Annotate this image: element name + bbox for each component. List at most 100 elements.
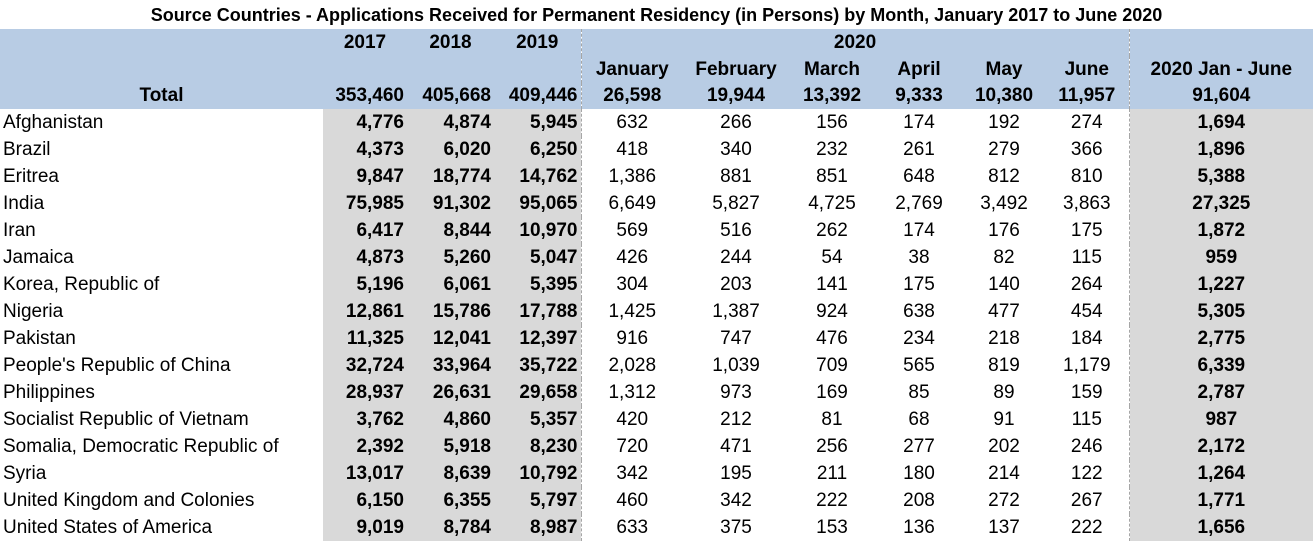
header-empty-cell xyxy=(323,56,407,83)
month-value: 115 xyxy=(1045,244,1130,271)
year-value: 4,874 xyxy=(407,109,494,136)
country-name: United Kingdom and Colonies xyxy=(3,489,255,511)
year-value: 6,061 xyxy=(407,271,494,298)
year-value: 5,260 xyxy=(407,244,494,271)
header-empty-cell xyxy=(407,56,494,83)
header-ytd-empty xyxy=(1128,29,1313,56)
country-name: Somalia, Democratic Republic of xyxy=(3,435,279,457)
total-2018: 405,668 xyxy=(407,83,494,109)
header-year-2018: 2018 xyxy=(407,29,494,56)
country-name: Korea, Republic of xyxy=(3,273,160,295)
country-name: Iran xyxy=(3,219,36,241)
month-value: 881 xyxy=(683,163,789,190)
month-value: 212 xyxy=(683,406,789,433)
year-value: 14,762 xyxy=(494,163,582,190)
header-month-january: January xyxy=(580,56,683,83)
month-value: 136 xyxy=(875,514,963,541)
month-value: 418 xyxy=(581,136,683,163)
month-value: 222 xyxy=(1045,514,1130,541)
month-value: 5,827 xyxy=(683,190,789,217)
year-value: 75,985 xyxy=(323,190,407,217)
year-value: 4,860 xyxy=(407,406,494,433)
year-value: 6,355 xyxy=(407,487,494,514)
country-name: Jamaica xyxy=(3,246,74,268)
month-value: 2,769 xyxy=(875,190,963,217)
table-row: United Kingdom and Colonies 6,150 6,355 5,7… xyxy=(0,487,1313,514)
total-february: 19,944 xyxy=(683,83,789,109)
month-value: 89 xyxy=(963,379,1045,406)
table-row: Syria 13,017 8,639 10,792 342 195 211 180 214 122… xyxy=(0,460,1313,487)
year-value: 10,792 xyxy=(494,460,582,487)
month-value: 277 xyxy=(875,433,963,460)
month-value: 2,028 xyxy=(581,352,683,379)
year-value: 8,230 xyxy=(494,433,582,460)
year-value: 33,964 xyxy=(407,352,494,379)
month-value: 266 xyxy=(683,109,789,136)
month-value: 261 xyxy=(875,136,963,163)
ytd-value: 2,787 xyxy=(1128,379,1313,406)
header-empty-cell xyxy=(0,29,323,56)
month-value: 159 xyxy=(1045,379,1130,406)
month-value: 174 xyxy=(875,109,963,136)
header-month-may: May xyxy=(963,56,1045,83)
table-row: India 75,985 91,302 95,065 6,649 5,827 4,725 2,… xyxy=(0,190,1313,217)
total-april: 9,333 xyxy=(875,83,963,109)
month-value: 264 xyxy=(1045,271,1130,298)
ytd-value: 2,775 xyxy=(1128,325,1313,352)
ytd-value: 1,694 xyxy=(1128,109,1313,136)
month-value: 262 xyxy=(789,217,875,244)
month-value: 256 xyxy=(789,433,875,460)
total-june: 11,957 xyxy=(1045,83,1130,109)
year-value: 5,047 xyxy=(494,244,582,271)
month-value: 208 xyxy=(875,487,963,514)
ytd-value: 1,656 xyxy=(1128,514,1313,541)
month-value: 426 xyxy=(581,244,683,271)
table-row: Afghanistan 4,776 4,874 5,945 632 266 156 174 19… xyxy=(0,109,1313,136)
header-month-june: June xyxy=(1045,56,1130,83)
month-value: 279 xyxy=(963,136,1045,163)
month-value: 366 xyxy=(1045,136,1130,163)
month-value: 3,863 xyxy=(1045,190,1130,217)
header-row-months: January February March April May June 20… xyxy=(0,56,1313,83)
year-value: 5,797 xyxy=(494,487,582,514)
ytd-value: 5,388 xyxy=(1128,163,1313,190)
year-value: 4,873 xyxy=(323,244,407,271)
month-value: 916 xyxy=(581,325,683,352)
month-value: 222 xyxy=(789,487,875,514)
year-value: 35,722 xyxy=(494,352,582,379)
month-value: 648 xyxy=(875,163,963,190)
total-january: 26,598 xyxy=(580,83,683,109)
data-table: 2017 2018 2019 2020 January February Mar… xyxy=(0,29,1313,541)
year-value: 8,987 xyxy=(494,514,582,541)
country-name: Philippines xyxy=(3,381,95,403)
total-may: 10,380 xyxy=(963,83,1045,109)
month-value: 175 xyxy=(1045,217,1130,244)
total-ytd: 91,604 xyxy=(1128,83,1313,109)
month-value: 3,492 xyxy=(963,190,1045,217)
month-value: 122 xyxy=(1045,460,1130,487)
month-value: 1,179 xyxy=(1045,352,1130,379)
month-value: 812 xyxy=(963,163,1045,190)
header-month-february: February xyxy=(683,56,789,83)
month-value: 85 xyxy=(875,379,963,406)
year-value: 4,373 xyxy=(323,136,407,163)
month-value: 6,649 xyxy=(581,190,683,217)
month-value: 342 xyxy=(581,460,683,487)
year-value: 15,786 xyxy=(407,298,494,325)
country-name: Nigeria xyxy=(3,300,64,322)
total-label: Total xyxy=(0,83,323,109)
country-name: Pakistan xyxy=(3,327,76,349)
month-value: 973 xyxy=(683,379,789,406)
table-row: People's Republic of China 32,724 33,964 35… xyxy=(0,352,1313,379)
year-value: 9,019 xyxy=(323,514,407,541)
year-value: 8,639 xyxy=(407,460,494,487)
month-value: 454 xyxy=(1045,298,1130,325)
table-row: Somalia, Democratic Republic of 2,392 5,91… xyxy=(0,433,1313,460)
table-row: Eritrea 9,847 18,774 14,762 1,386 881 851 648 81… xyxy=(0,163,1313,190)
header-month-april: April xyxy=(875,56,963,83)
ytd-value: 5,305 xyxy=(1128,298,1313,325)
year-value: 6,150 xyxy=(323,487,407,514)
month-value: 4,725 xyxy=(789,190,875,217)
month-value: 156 xyxy=(789,109,875,136)
ytd-value: 1,896 xyxy=(1128,136,1313,163)
